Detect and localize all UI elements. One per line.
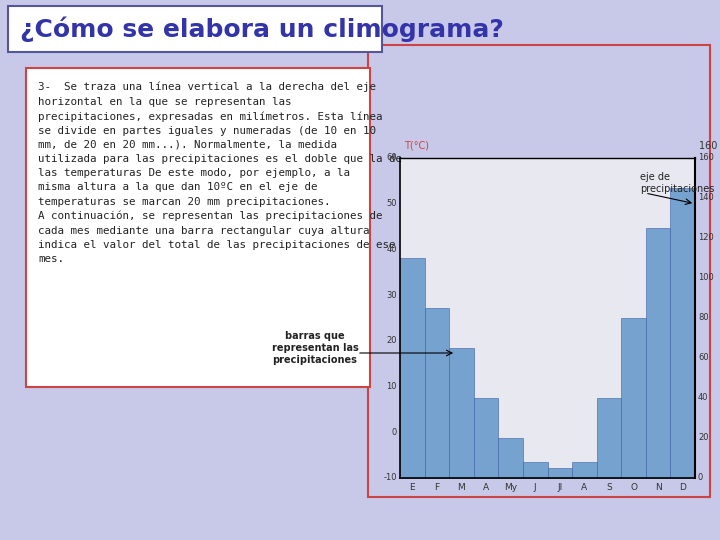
Text: 40: 40 (387, 245, 397, 254)
Text: 0: 0 (392, 428, 397, 437)
Bar (523, 462, 547, 478)
Bar (547, 468, 572, 478)
Bar (449, 348, 474, 478)
Text: barras que
representan las
precipitaciones: barras que representan las precipitacion… (271, 332, 359, 364)
Bar (400, 158, 695, 478)
Text: 20: 20 (387, 336, 397, 346)
Text: A: A (483, 483, 489, 492)
Text: 80: 80 (698, 314, 708, 322)
Text: 10: 10 (387, 382, 397, 391)
Text: 40: 40 (698, 394, 708, 402)
Text: 3-  Se traza una línea vertical a la derecha del eje
horizontal en la que se rep: 3- Se traza una línea vertical a la dere… (38, 82, 402, 264)
Text: T(°C): T(°C) (404, 140, 429, 150)
Text: 160 P(mm): 160 P(mm) (699, 140, 720, 150)
Text: M: M (458, 483, 465, 492)
Text: 30: 30 (387, 291, 397, 300)
Bar (597, 398, 621, 478)
Text: 20: 20 (698, 434, 708, 442)
Text: F: F (434, 483, 439, 492)
Text: A: A (581, 483, 588, 492)
Text: eje de
precipitaciones: eje de precipitaciones (640, 172, 714, 194)
Text: 100: 100 (698, 273, 714, 282)
Bar (670, 188, 695, 478)
Text: O: O (630, 483, 637, 492)
FancyBboxPatch shape (8, 6, 382, 52)
Bar (621, 318, 646, 478)
Text: S: S (606, 483, 612, 492)
Bar (400, 258, 425, 478)
FancyBboxPatch shape (26, 68, 370, 387)
Bar (425, 308, 449, 478)
Text: D: D (679, 483, 686, 492)
Text: ¿Cómo se elabora un climograma?: ¿Cómo se elabora un climograma? (20, 16, 504, 42)
Text: 50: 50 (387, 199, 397, 208)
Text: E: E (410, 483, 415, 492)
Bar (498, 438, 523, 478)
Bar (646, 228, 670, 478)
Text: 140: 140 (698, 193, 714, 202)
Text: 60: 60 (698, 354, 708, 362)
Text: -10: -10 (384, 474, 397, 483)
Text: J: J (534, 483, 536, 492)
Bar (474, 398, 498, 478)
Text: Jl: Jl (557, 483, 562, 492)
Text: 160: 160 (698, 153, 714, 163)
Text: 0: 0 (698, 474, 703, 483)
Text: My: My (504, 483, 517, 492)
Text: 60: 60 (387, 153, 397, 163)
Bar (572, 462, 597, 478)
Text: 120: 120 (698, 233, 714, 242)
Text: N: N (654, 483, 662, 492)
